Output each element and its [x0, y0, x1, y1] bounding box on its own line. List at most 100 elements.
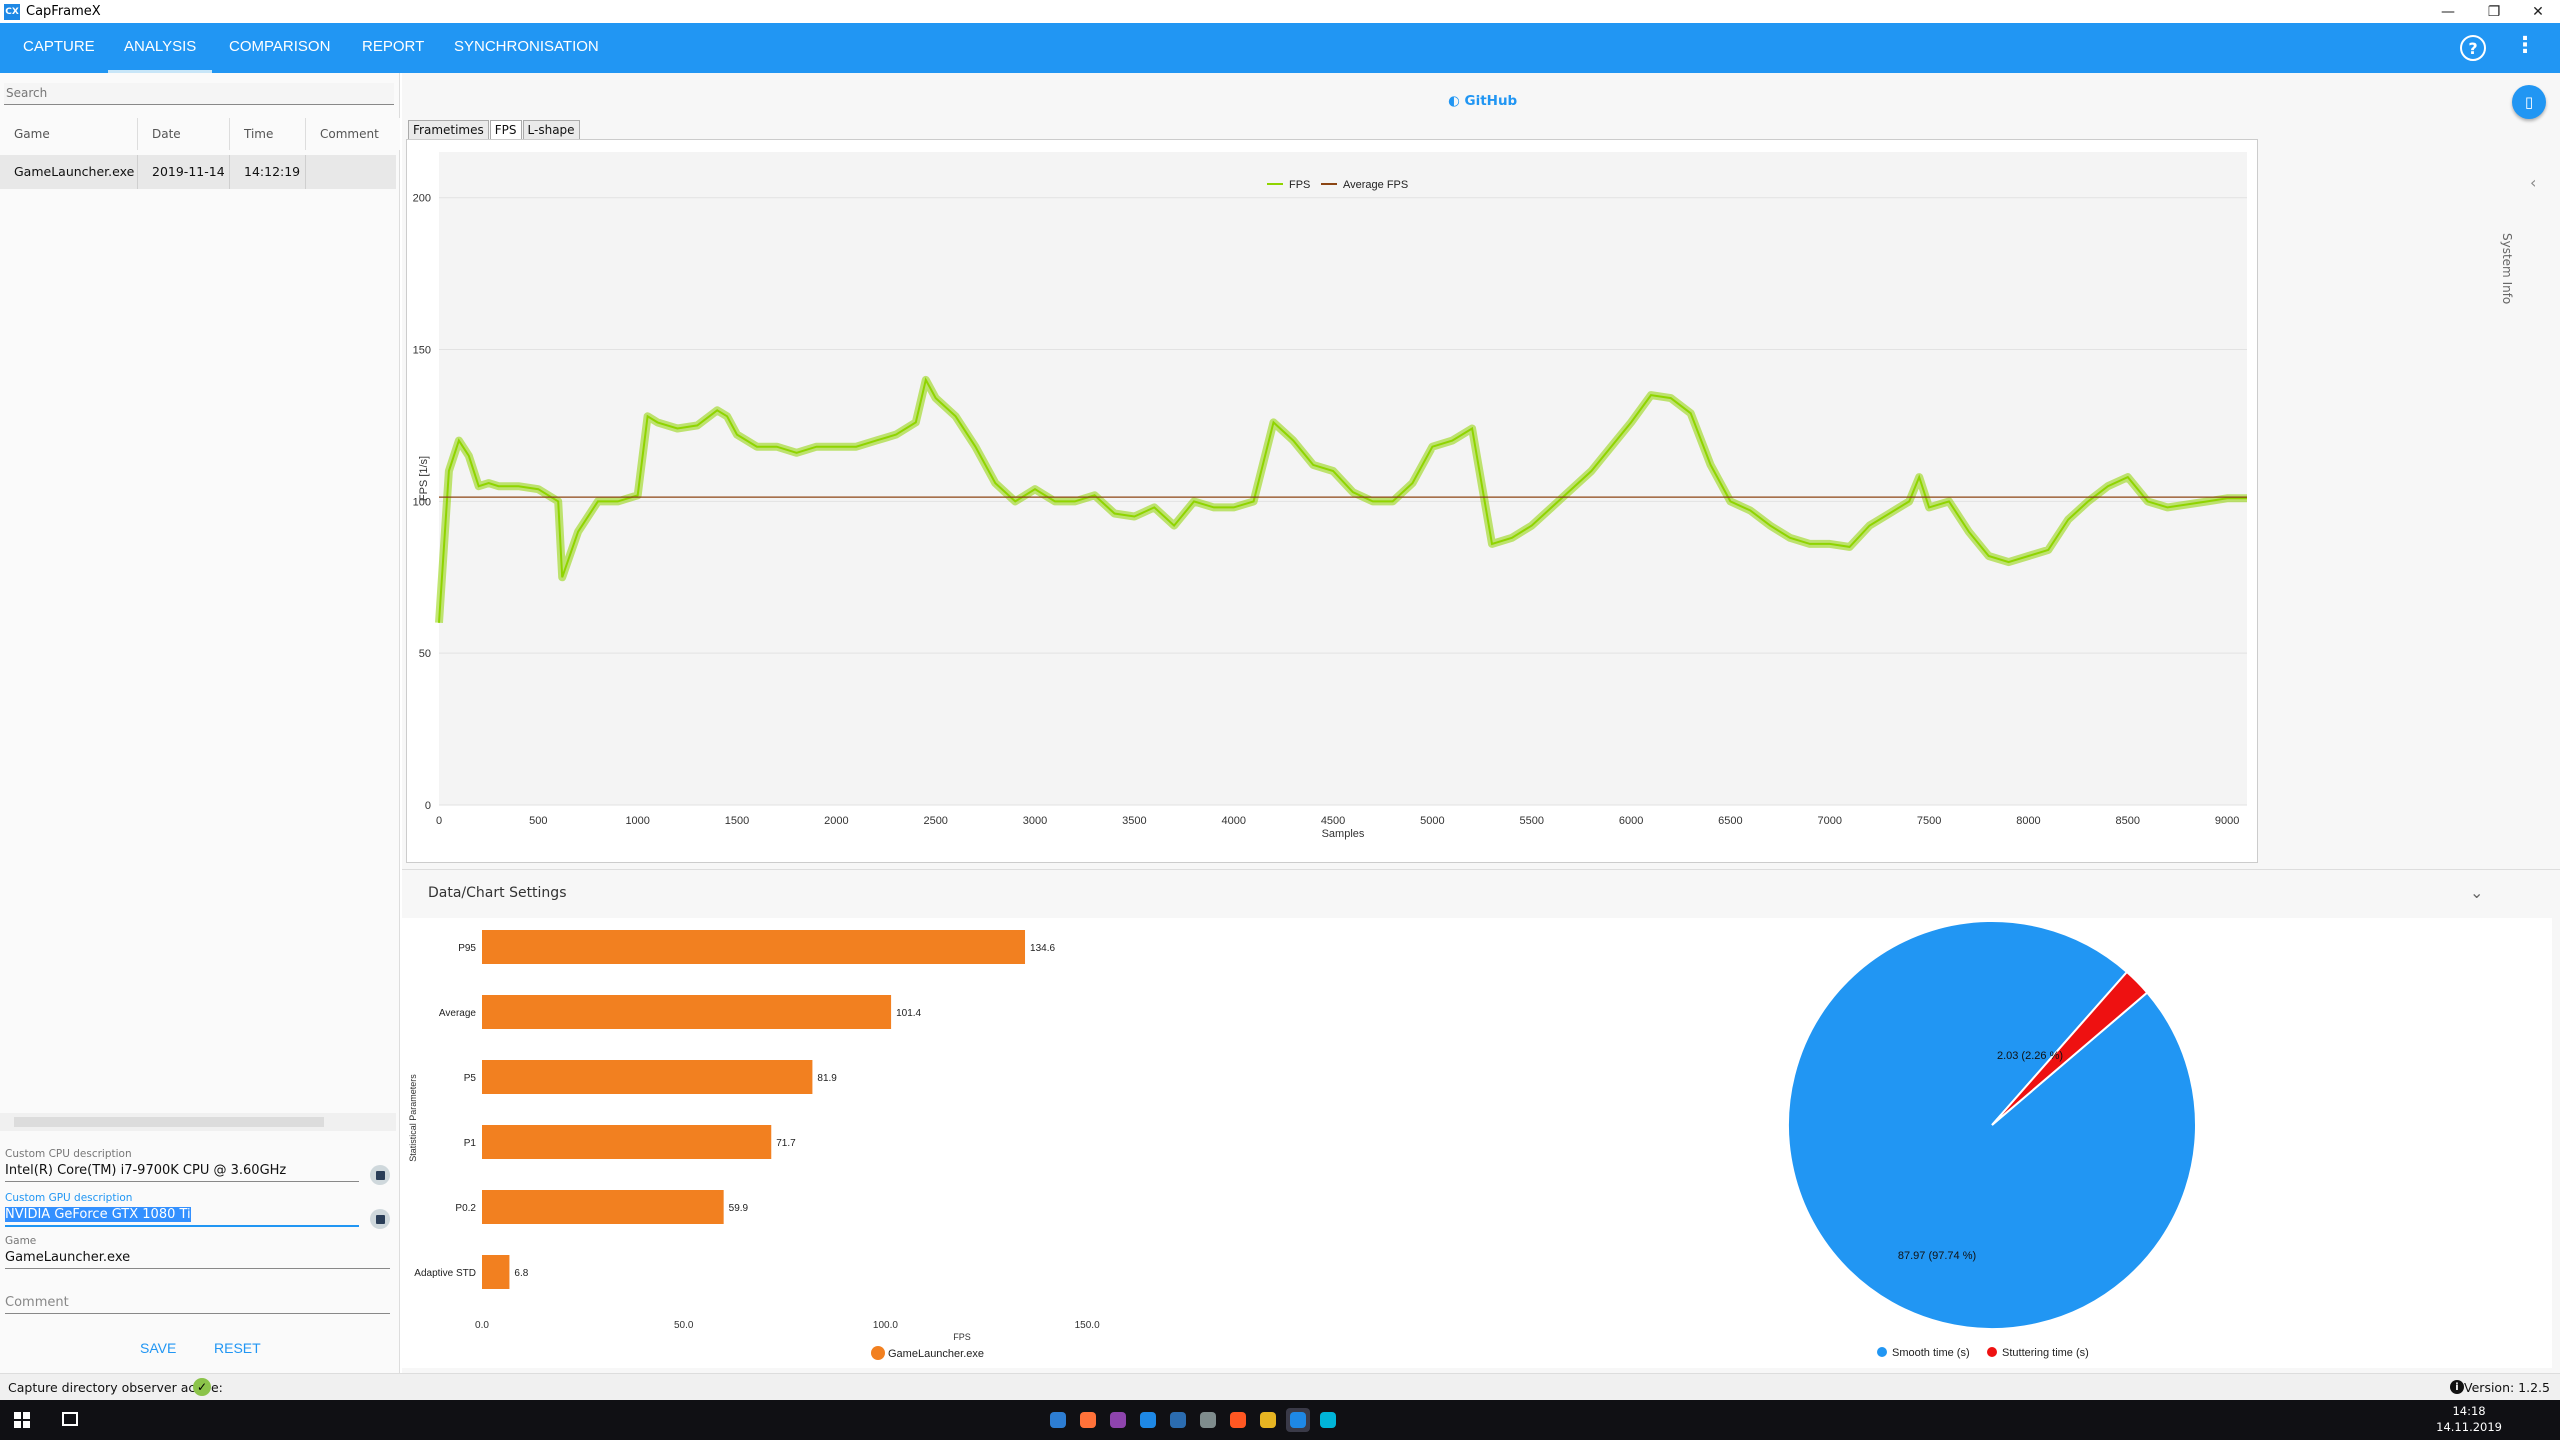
subtab-frametimes[interactable]: Frametimes	[408, 120, 489, 140]
taskbar-app-icon[interactable]	[1316, 1408, 1340, 1432]
comment-field[interactable]: Comment	[5, 1295, 390, 1314]
y-axis-label: FPS [1/s]	[418, 456, 430, 501]
status-bar: Capture directory observer active: ✓ i V…	[0, 1373, 2560, 1400]
chevron-down-icon[interactable]: ⌄	[2470, 883, 2484, 902]
taskbar-app-icon[interactable]	[1256, 1408, 1280, 1432]
tab-analysis[interactable]: ANALYSIS	[108, 23, 213, 73]
save-button[interactable]: SAVE	[140, 1340, 177, 1356]
y-tick-label: 200	[413, 193, 431, 205]
windows-start-icon[interactable]	[14, 1412, 30, 1428]
cell-time: 14:12:19	[230, 155, 306, 189]
taskbar-app-icon[interactable]	[1166, 1408, 1190, 1432]
x-tick-label: 50.0	[674, 1320, 694, 1331]
x-tick-label: 3000	[1023, 815, 1047, 827]
x-axis-label: FPS	[953, 1332, 971, 1342]
bar	[482, 995, 892, 1029]
taskbar-app-icon[interactable]	[1136, 1408, 1160, 1432]
y-axis-label: Statistical Parameters	[408, 1074, 418, 1162]
close-button[interactable]: ✕	[2532, 3, 2544, 20]
pie-slice	[1991, 970, 2149, 1126]
tab-report[interactable]: REPORT	[362, 38, 425, 55]
tab-comparison[interactable]: COMPARISON	[229, 38, 331, 55]
cell-game: GameLauncher.exe	[0, 155, 138, 189]
chart-settings-header[interactable]: Data/Chart Settings ⌄	[402, 873, 2552, 913]
analysis-main: ◐ GitHub ▯ Frametimes FPS L-shape 0 50 100…	[402, 73, 2560, 1373]
system-info-tab[interactable]: System Info	[2500, 233, 2514, 305]
subtab-l-shape[interactable]: L-shape	[522, 120, 580, 140]
task-view-icon[interactable]	[62, 1412, 78, 1426]
app-icon	[1320, 1412, 1336, 1428]
version-text: Version: 1.2.5	[2464, 1380, 2550, 1395]
taskbar-clock[interactable]: 14:18 14.11.2019	[2436, 1403, 2502, 1435]
column-header-date[interactable]: Date	[138, 118, 230, 150]
app-icon	[1050, 1412, 1066, 1428]
category-label: P95	[458, 943, 476, 954]
pie-slice-label: 87.97 (97.74 %)	[1898, 1250, 1976, 1262]
github-link[interactable]: ◐ GitHub	[1448, 93, 1518, 109]
x-tick-label: 150.0	[1075, 1320, 1100, 1331]
column-header-game[interactable]: Game	[0, 118, 138, 150]
x-tick-label: 8000	[2016, 815, 2040, 827]
tab-capture[interactable]: CAPTURE	[23, 38, 95, 55]
divider	[402, 869, 2560, 870]
x-tick-label: 2500	[923, 815, 947, 827]
save-gpu-description-button[interactable]	[370, 1209, 390, 1229]
taskbar-app-icon[interactable]	[1046, 1408, 1070, 1432]
search-input[interactable]: Search	[4, 83, 394, 105]
bar-value-label: 71.7	[776, 1138, 796, 1149]
taskbar-app-icon[interactable]	[1226, 1408, 1250, 1432]
fps-series-line	[438, 377, 2247, 623]
category-label: P0.2	[455, 1203, 476, 1214]
x-tick-label: 5500	[1520, 815, 1544, 827]
clock-date: 14.11.2019	[2436, 1420, 2502, 1434]
bar	[482, 1255, 510, 1289]
category-label: Adaptive STD	[414, 1268, 476, 1279]
x-tick-label: 4500	[1321, 815, 1345, 827]
game-label: Game	[5, 1235, 37, 1247]
report-fab-button[interactable]: ▯	[2512, 85, 2546, 119]
chevron-left-icon[interactable]: ‹	[2530, 173, 2537, 192]
gpu-description-field[interactable]: NVIDIA GeForce GTX 1080 Ti	[5, 1207, 359, 1227]
subtab-fps[interactable]: FPS	[489, 120, 522, 140]
category-label: P5	[464, 1073, 477, 1084]
scrollbar-thumb[interactable]	[14, 1117, 324, 1127]
x-tick-label: 1000	[625, 815, 649, 827]
app-logo-icon: CX	[4, 3, 20, 20]
info-icon: i	[2450, 1380, 2464, 1394]
x-tick-label: 100.0	[873, 1320, 898, 1331]
tab-synchronisation[interactable]: SYNCHRONISATION	[454, 38, 599, 55]
more-menu-icon[interactable]: ⋮	[2514, 33, 2536, 58]
taskbar-app-icon[interactable]	[1196, 1408, 1220, 1432]
stutter-pie-chart: 87.97 (97.74 %) 2.03 (2.26 %) Smooth time …	[1402, 918, 2552, 1368]
x-axis-label: Samples	[1322, 828, 1365, 840]
column-header-time[interactable]: Time	[230, 118, 306, 150]
x-tick-label: 9000	[2215, 815, 2239, 827]
maximize-button[interactable]: ❐	[2487, 3, 2501, 20]
chart-settings-label: Data/Chart Settings	[428, 885, 567, 901]
column-header-comment[interactable]: Comment	[320, 127, 379, 141]
reset-button[interactable]: RESET	[214, 1340, 261, 1356]
cpu-description-field[interactable]: Intel(R) Core(TM) i7-9700K CPU @ 3.60GHz	[5, 1163, 359, 1182]
bar-value-label: 134.6	[1030, 943, 1055, 954]
minimize-button[interactable]: —	[2441, 3, 2455, 20]
bar	[482, 1125, 772, 1159]
taskbar-app-icon[interactable]	[1106, 1408, 1130, 1432]
x-tick-label: 500	[529, 815, 547, 827]
save-cpu-description-button[interactable]	[370, 1165, 390, 1185]
taskbar-app-icon[interactable]	[1286, 1408, 1310, 1432]
clipboard-icon: ▯	[2524, 93, 2534, 111]
gpu-description-label: Custom GPU description	[5, 1192, 133, 1204]
x-tick-label: 1500	[725, 815, 749, 827]
table-row[interactable]: GameLauncher.exe 2019-11-14 14:12:19	[0, 155, 396, 189]
legend-fps-label: FPS	[1289, 179, 1310, 191]
bar-value-label: 81.9	[817, 1073, 837, 1084]
game-field[interactable]: GameLauncher.exe	[5, 1250, 390, 1269]
horizontal-scrollbar[interactable]	[0, 1113, 396, 1131]
clock-time: 14:18	[2452, 1404, 2486, 1418]
category-label: P1	[464, 1138, 477, 1149]
category-label: Average	[439, 1008, 477, 1019]
check-icon: ✓	[193, 1378, 211, 1396]
x-tick-label: 3500	[1122, 815, 1146, 827]
help-icon[interactable]: ?	[2460, 35, 2486, 61]
taskbar-app-icon[interactable]	[1076, 1408, 1100, 1432]
